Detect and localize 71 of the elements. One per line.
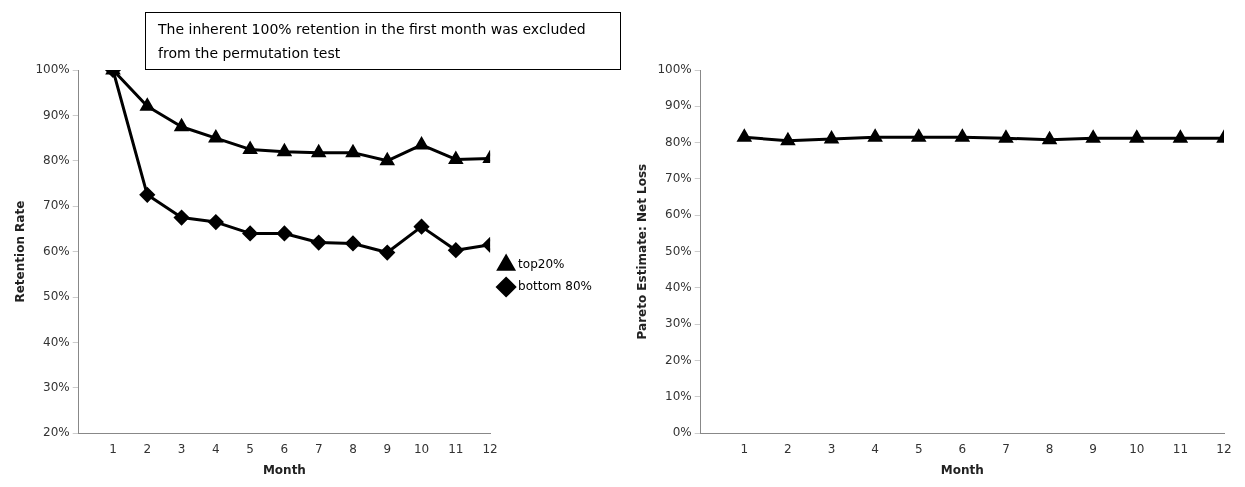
x-tick-label: 6 — [280, 441, 289, 456]
point — [276, 225, 292, 241]
y-axis-title: Pareto Estimate: Net Loss — [635, 163, 650, 340]
point — [174, 210, 190, 226]
x-tick-label: 11 — [1172, 441, 1189, 456]
y-tick-label: 70% — [43, 198, 70, 213]
point — [449, 151, 463, 164]
x-tick-label: 11 — [448, 441, 464, 456]
x-tick-label: 4 — [212, 441, 220, 456]
x-axis-title: Month — [262, 462, 306, 477]
legend-label: top20% — [518, 257, 565, 272]
y-tick-label: 30% — [665, 316, 692, 331]
x-tick-label: 8 — [349, 441, 357, 456]
text: The inherent 100% retention in the first month was excluded from the permutation test — [145, 12, 621, 70]
y-tick-label: 40% — [43, 334, 70, 349]
x-axis-title: Month — [940, 462, 984, 477]
point — [345, 235, 361, 251]
y-tick-label: 80% — [43, 152, 70, 167]
x-tick-label: 10 — [1129, 441, 1145, 456]
x-tick-label: 3 — [827, 441, 836, 456]
y-tick-label: 40% — [665, 280, 692, 295]
x-tick-label: 9 — [383, 441, 392, 456]
point — [208, 214, 224, 230]
y-tick-label: 60% — [665, 207, 692, 222]
point — [414, 137, 429, 150]
point — [243, 141, 257, 154]
y-tick-label: 10% — [665, 389, 692, 404]
y-tick-label: 0% — [672, 425, 692, 440]
point — [139, 187, 155, 203]
x-tick-label: 5 — [914, 441, 923, 456]
y-tick-label: 90% — [665, 98, 692, 113]
point — [311, 235, 327, 251]
x-tick-label: 10 — [413, 441, 430, 456]
point — [346, 145, 360, 158]
x-tick-label: 6 — [958, 441, 967, 456]
point — [242, 225, 258, 241]
point — [448, 242, 464, 258]
x-tick-label: 12 — [482, 441, 498, 456]
point — [414, 219, 430, 235]
y-tick-label: 50% — [665, 243, 692, 258]
legend-label: bottom 80% — [518, 279, 592, 294]
y-tick-label: 100% — [657, 62, 692, 77]
x-tick-label: 2 — [784, 441, 792, 456]
point — [380, 153, 394, 166]
x-tick-label: 12 — [1216, 441, 1232, 456]
x-tick-label: 1 — [109, 441, 117, 456]
point — [140, 98, 154, 111]
x-tick-label: 8 — [1045, 441, 1054, 456]
y-tick-label: 90% — [43, 107, 70, 122]
point — [277, 144, 292, 157]
point — [174, 119, 189, 132]
y-tick-label: 60% — [43, 243, 70, 258]
y-tick-label: 50% — [43, 289, 70, 304]
y-axis-title: Retention Rate — [13, 200, 28, 303]
x-tick-label: 2 — [143, 441, 152, 456]
x-tick-label: 4 — [871, 441, 879, 456]
x-tick-label: 7 — [1002, 441, 1010, 456]
y-tick-label: 100% — [35, 62, 70, 77]
y-tick-label: 80% — [665, 134, 692, 149]
y-tick-label: 30% — [43, 379, 70, 394]
point — [379, 245, 395, 261]
x-tick-label: 7 — [314, 441, 323, 456]
y-tick-label: 20% — [665, 352, 692, 367]
point — [209, 130, 223, 143]
x-tick-label: 1 — [740, 441, 749, 456]
x-tick-label: 5 — [246, 441, 254, 456]
point — [312, 145, 326, 158]
y-tick-label: 20% — [43, 425, 70, 440]
x-tick-label: 3 — [177, 441, 186, 456]
y-tick-label: 70% — [665, 171, 692, 186]
x-tick-label: 9 — [1089, 441, 1097, 456]
